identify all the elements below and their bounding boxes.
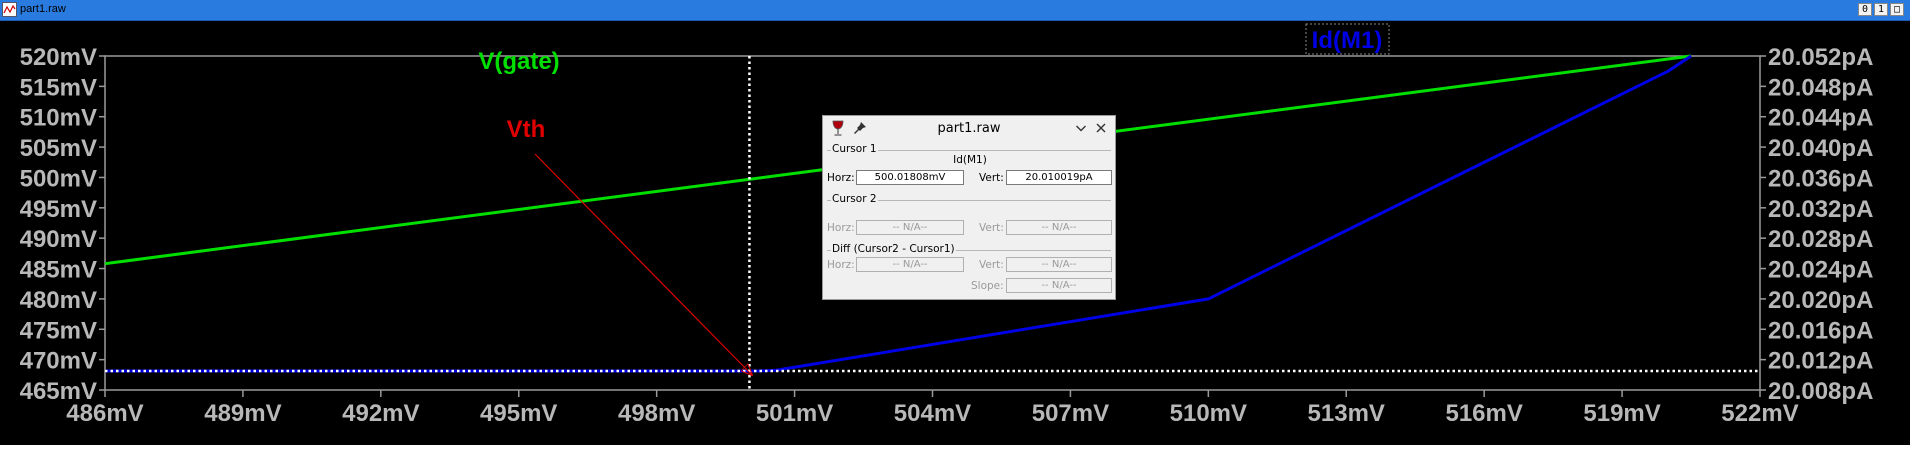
- left-tick-label: 520mV: [20, 44, 97, 71]
- left-tick-label: 500mV: [20, 165, 97, 192]
- cursor2-horz-label: Horz:: [827, 222, 855, 234]
- cursor1-vert-label: Vert:: [979, 172, 1004, 184]
- x-tick-label: 492mV: [342, 400, 419, 427]
- left-tick-label: 510mV: [20, 105, 97, 132]
- maximize-button[interactable]: □: [1890, 3, 1904, 16]
- pin-icon[interactable]: [853, 121, 867, 135]
- cursor1-vert-field[interactable]: 20.010019pA: [1006, 170, 1112, 185]
- right-tick-label: 20.036pA: [1768, 165, 1873, 192]
- diff-slope-label: Slope:: [971, 280, 1004, 292]
- idm1-trace-label[interactable]: Id(M1): [1312, 27, 1383, 54]
- cursor2-vert-field: -- N/A--: [1006, 220, 1112, 235]
- cursor1-group: Cursor 1: [827, 143, 1111, 155]
- cursor-dialog-title: part1.raw: [937, 121, 1001, 136]
- cursor2-vert-label: Vert:: [979, 222, 1004, 234]
- cursor1-horz-label: Horz:: [827, 172, 855, 184]
- cursor2-group: Cursor 2: [827, 193, 1111, 205]
- cursor1-trace-name: Id(M1): [953, 154, 987, 166]
- left-tick-label: 490mV: [20, 226, 97, 253]
- x-tick-label: 513mV: [1308, 400, 1385, 427]
- x-tick-label: 495mV: [480, 400, 557, 427]
- window-title: part1.raw: [20, 3, 66, 15]
- window-titlebar: part1.raw 0 1 □: [0, 0, 1910, 21]
- chevron-down-icon[interactable]: [1075, 122, 1087, 134]
- diff-vert-label: Vert:: [979, 259, 1004, 271]
- diff-slope-field: -- N/A--: [1006, 278, 1112, 293]
- diff-horz-field: -- N/A--: [856, 257, 964, 272]
- right-tick-label: 20.052pA: [1768, 44, 1873, 71]
- vth-annotation-text[interactable]: Vth: [507, 116, 546, 143]
- left-tick-label: 495mV: [20, 196, 97, 223]
- right-tick-label: 20.044pA: [1768, 105, 1873, 132]
- right-tick-label: 20.048pA: [1768, 74, 1873, 101]
- id-trace-label-selection: [1305, 23, 1390, 55]
- waveform-app-icon: [2, 2, 17, 17]
- left-tick-label: 480mV: [20, 287, 97, 314]
- right-tick-label: 20.040pA: [1768, 135, 1873, 162]
- left-tick-label: 505mV: [20, 135, 97, 162]
- cursor1-group-label: Cursor 1: [831, 143, 878, 155]
- cursor1-horz-field[interactable]: 500.01808mV: [856, 170, 964, 185]
- idm1-trace-line[interactable]: [105, 54, 1692, 373]
- cursor2-horz-field: -- N/A--: [856, 220, 964, 235]
- cursor-dialog-header[interactable]: part1.raw: [823, 116, 1115, 142]
- left-tick-label: 515mV: [20, 74, 97, 101]
- right-tick-label: 20.024pA: [1768, 257, 1873, 284]
- x-tick-label: 510mV: [1170, 400, 1247, 427]
- x-tick-label: 522mV: [1721, 400, 1798, 427]
- x-tick-label: 519mV: [1583, 400, 1660, 427]
- x-tick-label: 504mV: [894, 400, 971, 427]
- left-tick-label: 475mV: [20, 317, 97, 344]
- diff-vert-field: -- N/A--: [1006, 257, 1112, 272]
- x-tick-label: 489mV: [204, 400, 281, 427]
- right-tick-label: 20.008pA: [1768, 378, 1873, 405]
- left-tick-label: 470mV: [20, 348, 97, 375]
- left-tick-label: 485mV: [20, 257, 97, 284]
- x-tick-label: 501mV: [756, 400, 833, 427]
- close-icon[interactable]: [1095, 122, 1107, 134]
- right-tick-label: 20.032pA: [1768, 196, 1873, 223]
- right-tick-label: 20.028pA: [1768, 226, 1873, 253]
- right-tick-label: 20.020pA: [1768, 287, 1873, 314]
- cursor2-group-label: Cursor 2: [831, 193, 878, 205]
- restore-button[interactable]: 1: [1874, 3, 1888, 16]
- diff-group: Diff (Cursor2 - Cursor1): [827, 243, 1111, 255]
- minimize-button[interactable]: 0: [1858, 3, 1872, 16]
- right-tick-label: 20.016pA: [1768, 317, 1873, 344]
- vth-annotation-arrow[interactable]: [534, 153, 752, 375]
- plot-canvas[interactable]: 486mV 489mV 492mV 495mV 498mV 501mV 504mV 507mV…: [0, 21, 1910, 445]
- x-tick-label: 507mV: [1032, 400, 1109, 427]
- x-tick-label: 516mV: [1445, 400, 1522, 427]
- right-tick-label: 20.012pA: [1768, 348, 1873, 375]
- x-tick-label: 486mV: [66, 400, 143, 427]
- left-tick-label: 465mV: [20, 378, 97, 405]
- cursor-dialog[interactable]: part1.raw Cursor 1 Id(M1) Horz: 500.0180…: [822, 115, 1116, 300]
- wine-glass-icon: [832, 120, 844, 136]
- diff-group-label: Diff (Cursor2 - Cursor1): [831, 243, 956, 255]
- x-tick-label: 498mV: [618, 400, 695, 427]
- waveform-plot[interactable]: 486mV 489mV 492mV 495mV 498mV 501mV 504mV 507mV…: [0, 21, 1910, 445]
- vgate-trace-label[interactable]: V(gate): [478, 48, 559, 75]
- diff-horz-label: Horz:: [827, 259, 855, 271]
